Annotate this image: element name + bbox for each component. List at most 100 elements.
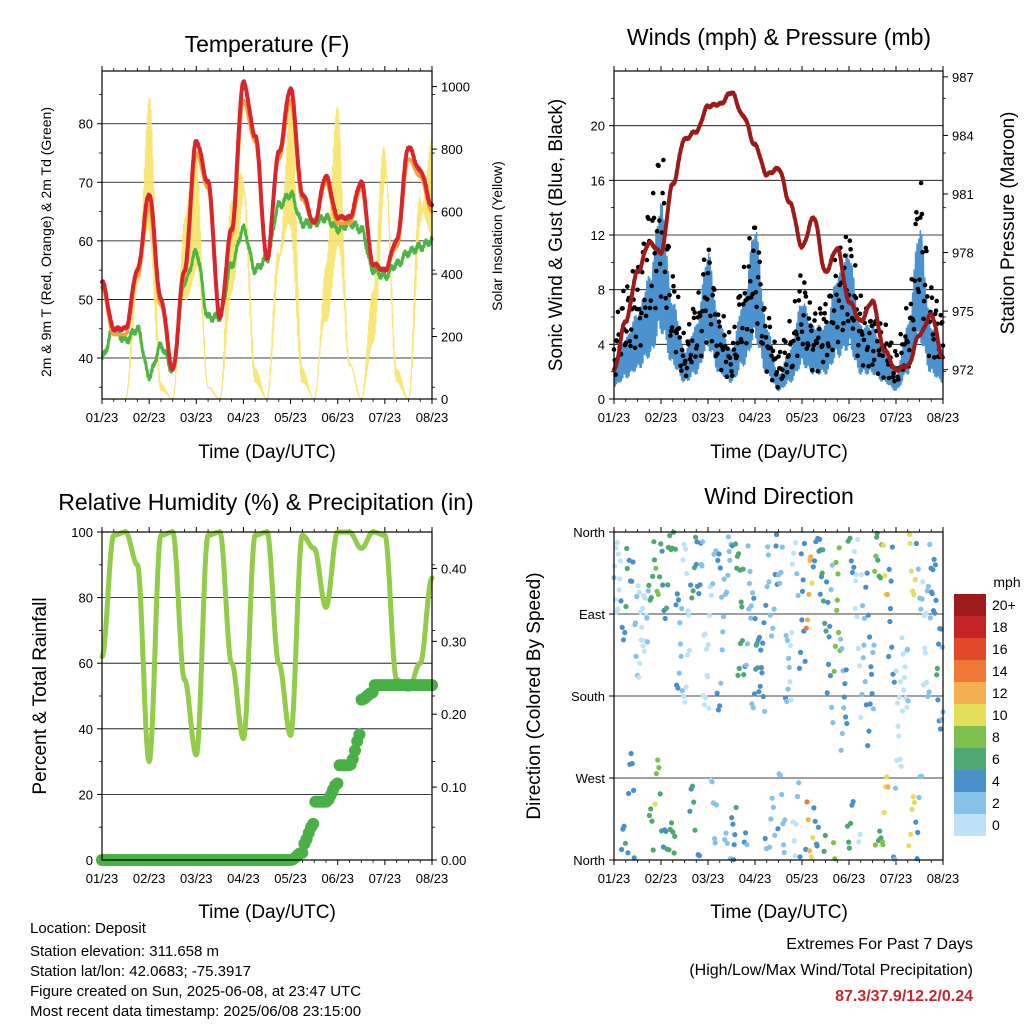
wind-direction-point (829, 562, 835, 568)
gust-point (637, 315, 643, 321)
x-tick-label: 03/23 (692, 410, 725, 425)
wind-direction-point (636, 589, 642, 596)
wind-direction-point (689, 783, 696, 789)
gust-point (822, 311, 827, 316)
gust-point (644, 257, 650, 263)
gust-point (833, 273, 838, 279)
wind-direction-point (674, 591, 680, 597)
wind-direction-point (896, 694, 902, 700)
wind-direction-point (682, 546, 689, 552)
wind-direction-point (823, 628, 829, 634)
wind-direction-point (720, 629, 726, 635)
wind-direction-point (869, 691, 875, 697)
wind-direction-point (848, 558, 854, 564)
wind-direction-point (851, 564, 857, 570)
wind-direction-point (629, 760, 635, 767)
wind-direction-point (894, 700, 901, 706)
humidity-x-axis-label: Time (Day/UTC) (198, 902, 336, 923)
gust-point (931, 337, 936, 342)
gust-point (707, 260, 712, 265)
wind-direction-point (621, 823, 627, 829)
wind-direction-point (915, 566, 921, 572)
wind-direction-point (748, 615, 754, 621)
colorbar-label: 6 (992, 751, 1000, 767)
gust-point (679, 368, 684, 373)
gust-point (723, 359, 729, 365)
wind-direction-point (794, 793, 801, 800)
sonic-wind-line (613, 203, 944, 392)
wind-direction-point (743, 830, 749, 836)
wind-direction-point (865, 612, 871, 618)
gust-point (824, 319, 829, 325)
wind-direction-point (791, 550, 797, 556)
y-tick-label: 70 (79, 175, 93, 190)
y-right-tick-label: 975 (952, 304, 974, 319)
gust-point (686, 322, 692, 327)
gust-point (714, 343, 719, 349)
wind-direction-point (717, 703, 723, 709)
gust-point (653, 305, 658, 311)
wind-direction-point (850, 799, 856, 805)
gust-point (742, 291, 748, 296)
x-tick-label: 02/23 (133, 410, 166, 425)
wind-direction-point (760, 693, 766, 700)
wind-direction-point (727, 557, 733, 563)
gust-point (760, 341, 766, 346)
gust-point (744, 326, 750, 332)
gust-point (632, 345, 638, 351)
wind-direction-point (798, 649, 804, 656)
wind-direction-point (686, 647, 692, 653)
gust-point (922, 282, 928, 288)
gust-point (816, 335, 821, 341)
wind-direction-point (752, 616, 758, 622)
wind-direction-point (744, 842, 750, 848)
y-tick-label: 60 (79, 656, 93, 671)
gust-point (726, 330, 732, 335)
gust-point (664, 305, 669, 311)
wind-direction-point (890, 671, 896, 677)
gust-point (731, 347, 737, 352)
wind-direction-point (831, 668, 837, 674)
wind-direction-point (751, 691, 758, 697)
gust-point (755, 321, 760, 326)
x-tick-label: 01/23 (598, 410, 631, 425)
gust-point (843, 234, 849, 240)
gust-point (917, 277, 922, 283)
gust-point (747, 236, 752, 241)
y-right-tick-label: 400 (441, 267, 463, 282)
wind-direction-point (865, 743, 871, 749)
wind-direction-point (723, 830, 729, 836)
wind-direction-point (912, 576, 918, 583)
wind-direction-point (895, 723, 901, 730)
wind-direction-point (615, 606, 621, 612)
gust-point (754, 304, 759, 310)
gust-point (769, 377, 775, 383)
wind-direction-point (746, 580, 753, 587)
wind-direction-point (771, 606, 777, 612)
wind-direction-point (856, 839, 862, 845)
y-tick-label: South (571, 689, 605, 704)
gust-point (701, 272, 706, 277)
extremes-title: Extremes For Past 7 Days (786, 936, 973, 953)
gust-point (835, 339, 841, 345)
gust-point (730, 373, 735, 379)
wind-direction-point (617, 558, 623, 564)
gust-point (720, 347, 726, 353)
gust-point (836, 298, 842, 303)
wind-direction-point (781, 842, 787, 848)
wind-direction-point (932, 562, 939, 568)
precipitation-point (353, 728, 366, 741)
wind-direction-point (810, 835, 816, 841)
wind-direction-point (774, 531, 780, 538)
y-tick-label: 80 (79, 591, 93, 606)
wind-direction-point (660, 582, 666, 588)
gust-point (842, 253, 848, 258)
y-tick-label: 0 (598, 392, 605, 407)
wind-direction-point (867, 634, 873, 640)
wind-direction-point (839, 645, 845, 652)
x-tick-label: 08/23 (416, 871, 449, 886)
gust-point (798, 273, 803, 278)
wind-direction-point (793, 821, 799, 827)
wind-direction-point (817, 591, 823, 597)
gust-point (860, 363, 866, 368)
